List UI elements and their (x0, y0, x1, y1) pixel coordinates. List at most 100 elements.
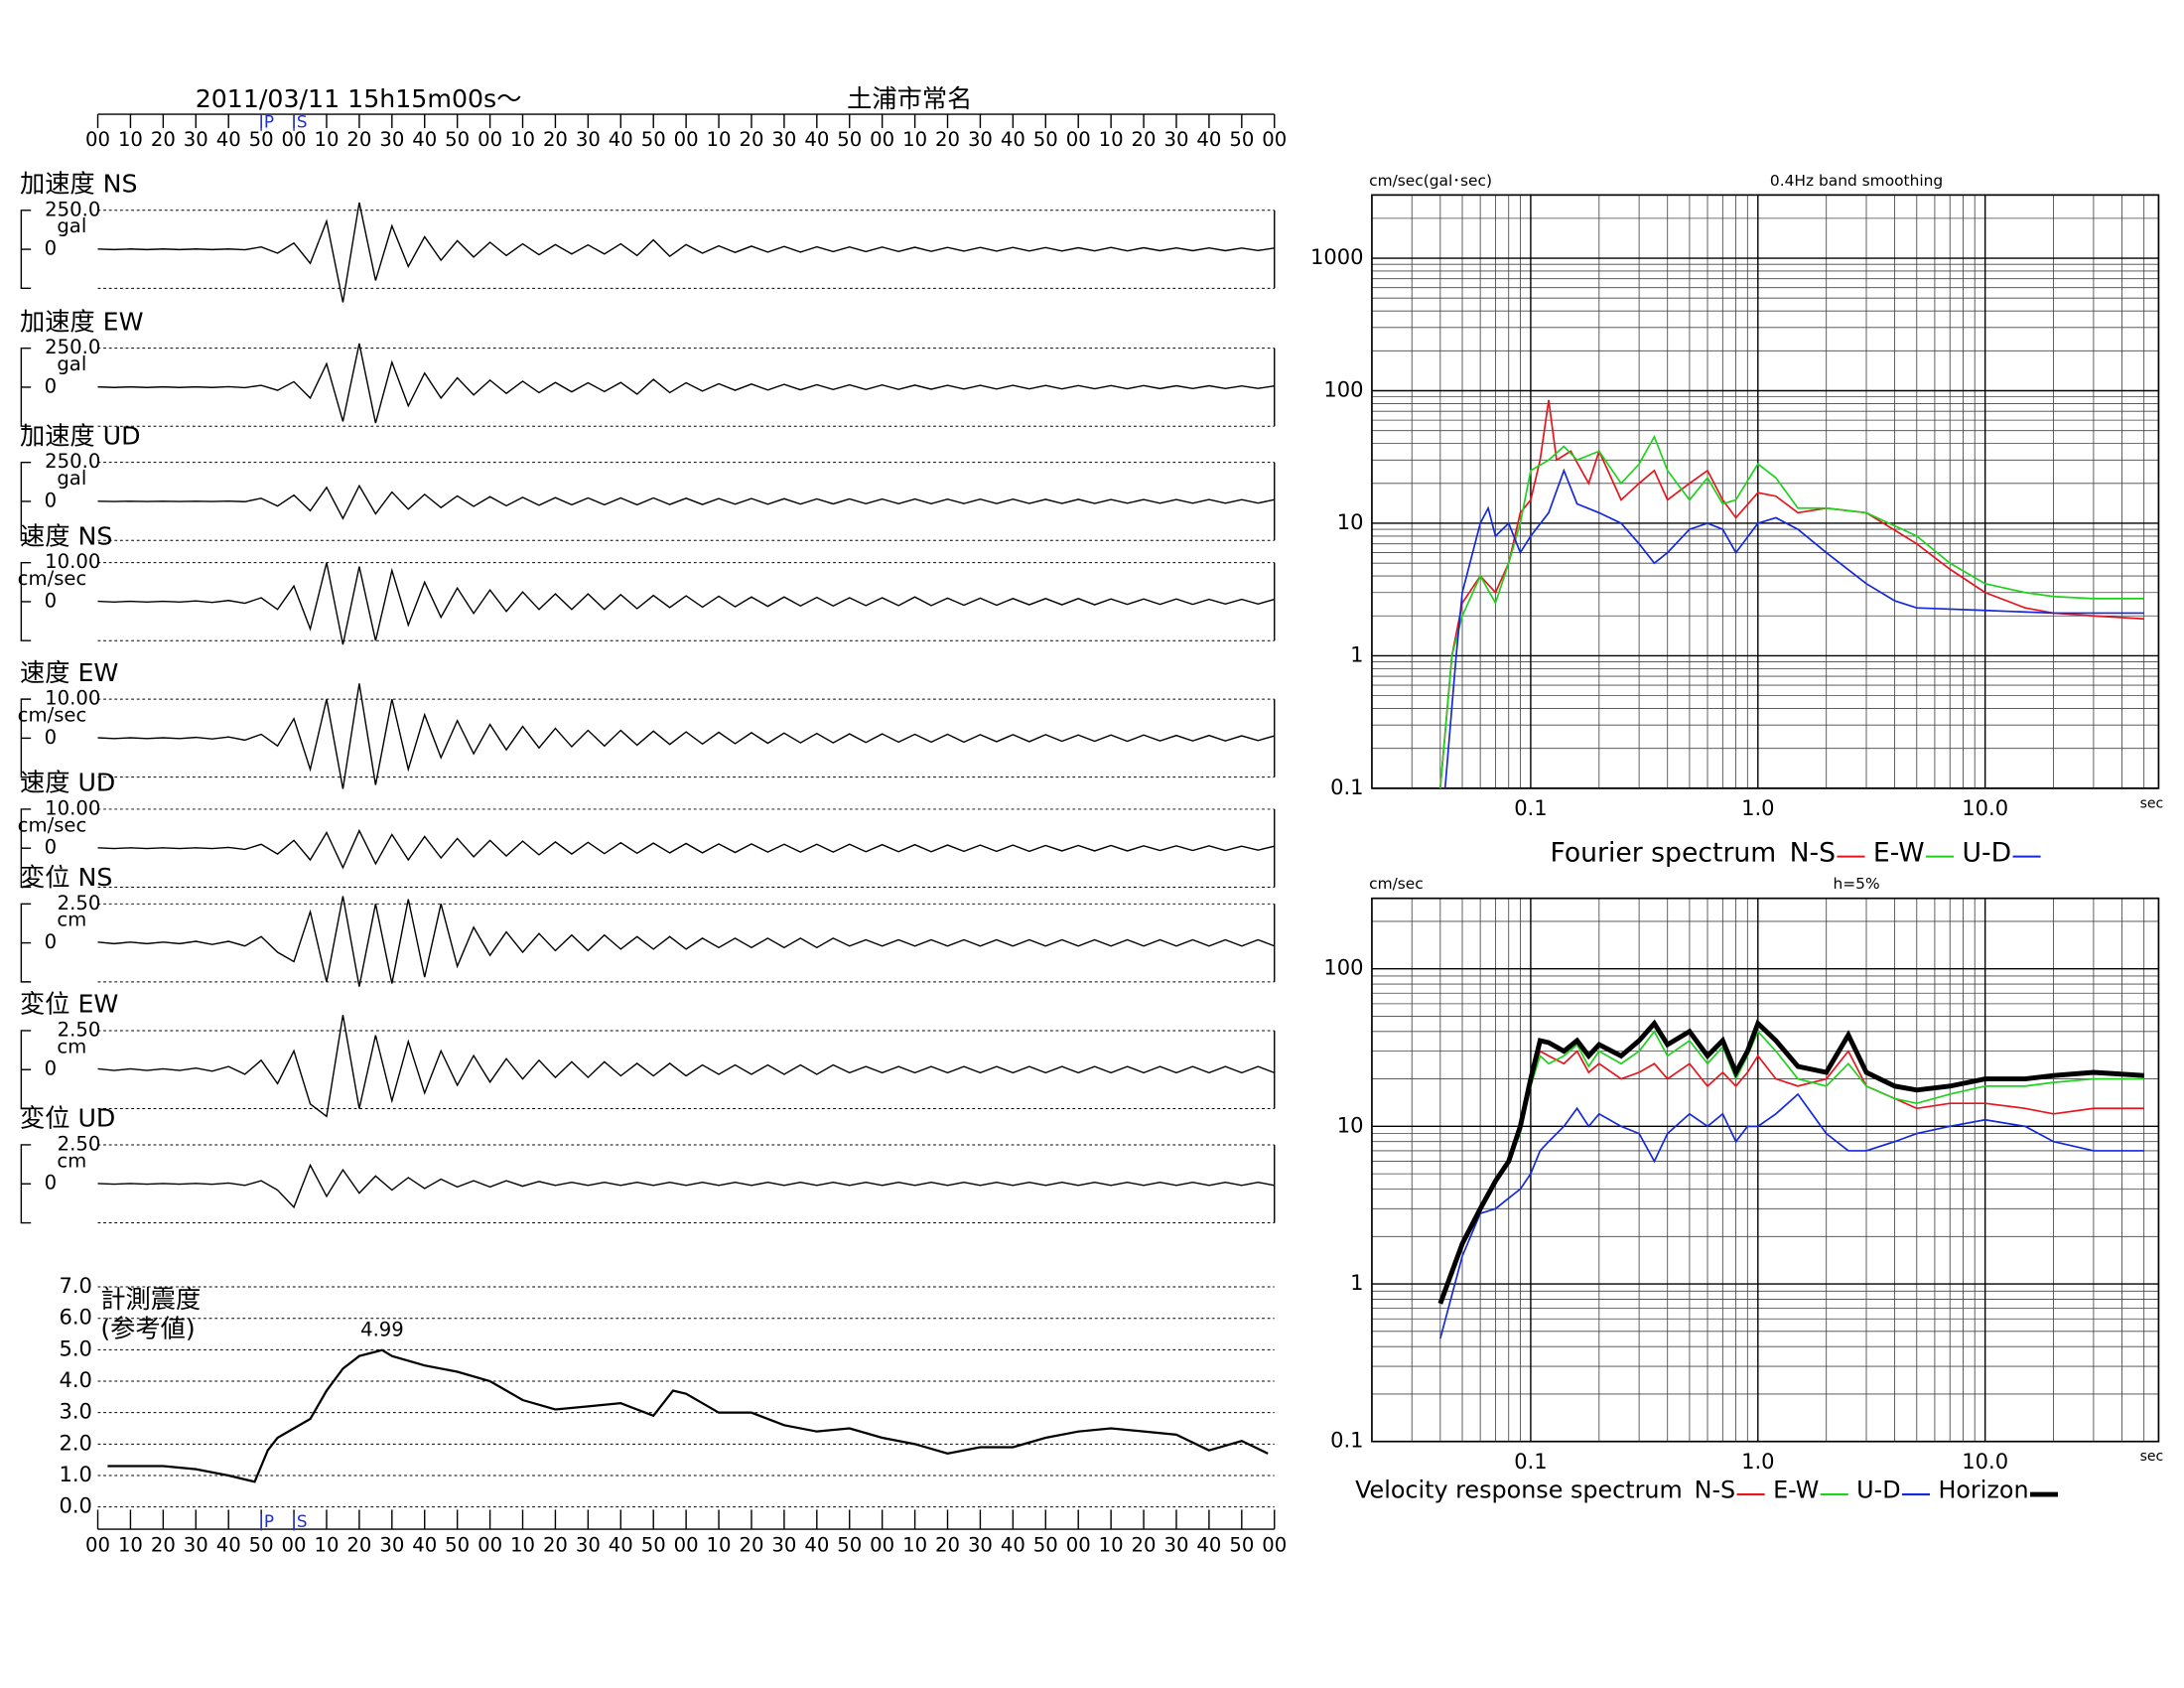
zero-label: 0 (45, 489, 57, 511)
time-tick-label: 00 (1066, 128, 1091, 151)
time-tick-label: 20 (346, 1533, 371, 1556)
zero-label: 0 (45, 589, 57, 612)
time-tick-label: 00 (1066, 1533, 1091, 1556)
time-tick-label: 40 (1001, 1533, 1025, 1556)
x-tick-label: 10.0 (1962, 1449, 2008, 1474)
x-axis-label: sec (2140, 1449, 2164, 1465)
time-tick-label: 40 (1001, 128, 1025, 151)
trace-label: 加速度 NS (20, 170, 138, 199)
time-tick-label: 50 (445, 1533, 470, 1556)
time-tick-label: 40 (609, 128, 633, 151)
time-tick-label: 30 (184, 128, 208, 151)
y-tick-label: 1000 (1310, 244, 1363, 269)
time-tick-label: 00 (870, 1533, 894, 1556)
legend-label: N-S (1695, 1477, 1736, 1504)
y-tick-label: 1 (1350, 1270, 1363, 1295)
time-tick-label: 30 (576, 1533, 601, 1556)
unit-label: cm (57, 909, 86, 931)
zero-label: 0 (45, 1057, 57, 1080)
time-tick-label: 10 (707, 1533, 732, 1556)
time-tick-label: 20 (1132, 1533, 1157, 1556)
scale-label: 10.00 (45, 550, 100, 573)
time-tick-label: 10 (1099, 1533, 1124, 1556)
scale-label: 250.0 (45, 336, 100, 358)
zero-label: 0 (45, 836, 57, 859)
zero-label: 0 (45, 726, 57, 749)
subtitle: h=5% (1833, 875, 1879, 893)
time-tick-label: 00 (674, 1533, 699, 1556)
time-tick-label: 30 (968, 128, 993, 151)
time-tick-label: 00 (478, 1533, 502, 1556)
time-tick-label: 10 (510, 1533, 535, 1556)
time-tick-label: 10 (707, 128, 732, 151)
legend-label: U-D (1963, 837, 2012, 868)
time-tick-label: 50 (837, 1533, 862, 1556)
intensity-subtitle: (参考値) (100, 1315, 195, 1343)
time-tick-label: 30 (184, 1533, 208, 1556)
y-tick-label: 1 (1350, 641, 1363, 666)
waveform (97, 683, 1275, 789)
time-tick-label: 50 (1229, 128, 1254, 151)
unit-label: gal (57, 214, 86, 237)
time-tick-label: 20 (739, 128, 763, 151)
time-tick-label: 20 (151, 128, 176, 151)
time-tick-label: 50 (837, 128, 862, 151)
time-tick-label: 50 (641, 1533, 666, 1556)
waveform (97, 343, 1275, 424)
y-tick-label: 0.0 (59, 1493, 91, 1518)
y-tick-label: 7.0 (59, 1273, 91, 1298)
time-tick-label: 10 (902, 128, 927, 151)
unit-label: cm/sec (18, 567, 87, 590)
y-tick-label: 1.0 (59, 1462, 91, 1486)
time-tick-label: 40 (412, 1533, 437, 1556)
time-tick-label: 20 (1132, 128, 1157, 151)
peak-label: 4.99 (360, 1319, 404, 1341)
time-tick-label: 40 (1196, 1533, 1221, 1556)
time-tick-label: 20 (543, 1533, 568, 1556)
phase-label: S (297, 1511, 308, 1531)
time-tick-label: 50 (1033, 1533, 1058, 1556)
waveform (97, 1163, 1275, 1209)
time-tick-label: 00 (478, 128, 502, 151)
trace-label: 速度 UD (20, 769, 115, 797)
time-tick-label: 50 (249, 128, 274, 151)
spectrum-line (1443, 468, 2144, 788)
time-tick-label: 30 (771, 1533, 796, 1556)
time-tick-label: 30 (379, 1533, 404, 1556)
time-tick-label: 10 (1099, 128, 1124, 151)
legend-title: Fourier spectrum (1550, 837, 1776, 868)
trace-label: 速度 NS (20, 521, 112, 550)
time-tick-label: 20 (935, 1533, 960, 1556)
legend-label: E-W (1873, 837, 1925, 868)
legend-label: Horizon (1938, 1477, 2028, 1504)
time-tick-label: 50 (1229, 1533, 1254, 1556)
time-tick-label: 30 (968, 1533, 993, 1556)
unit-label: cm/sec (18, 813, 87, 836)
unit-label: cm (57, 1149, 86, 1172)
spectrum-line (1437, 1019, 2144, 1305)
y-tick-label: 100 (1323, 377, 1363, 402)
time-tick-label: 00 (85, 1533, 110, 1556)
unit-label: cm/sec (18, 703, 87, 726)
time-tick-label: 40 (216, 1533, 241, 1556)
intensity-line (107, 1348, 1269, 1483)
y-tick-label: 4.0 (59, 1367, 91, 1392)
time-tick-label: 10 (902, 1533, 927, 1556)
y-tick-label: 100 (1323, 955, 1363, 980)
time-tick-label: 00 (1262, 128, 1287, 151)
time-tick-label: 20 (151, 1533, 176, 1556)
x-axis-label: sec (2140, 795, 2164, 811)
time-tick-label: 40 (609, 1533, 633, 1556)
plot-frame (1371, 897, 2160, 1443)
y-tick-label: 3.0 (59, 1399, 91, 1424)
legend-label: N-S (1790, 837, 1836, 868)
legend-title: Velocity response spectrum (1355, 1477, 1683, 1504)
time-tick-label: 30 (1163, 1533, 1188, 1556)
trace-label: 速度 EW (20, 658, 118, 687)
time-tick-label: 50 (641, 128, 666, 151)
time-tick-label: 00 (282, 1533, 307, 1556)
waveform (97, 562, 1275, 645)
y-tick-label: 2.0 (59, 1430, 91, 1455)
scale-label: 250.0 (45, 198, 100, 220)
